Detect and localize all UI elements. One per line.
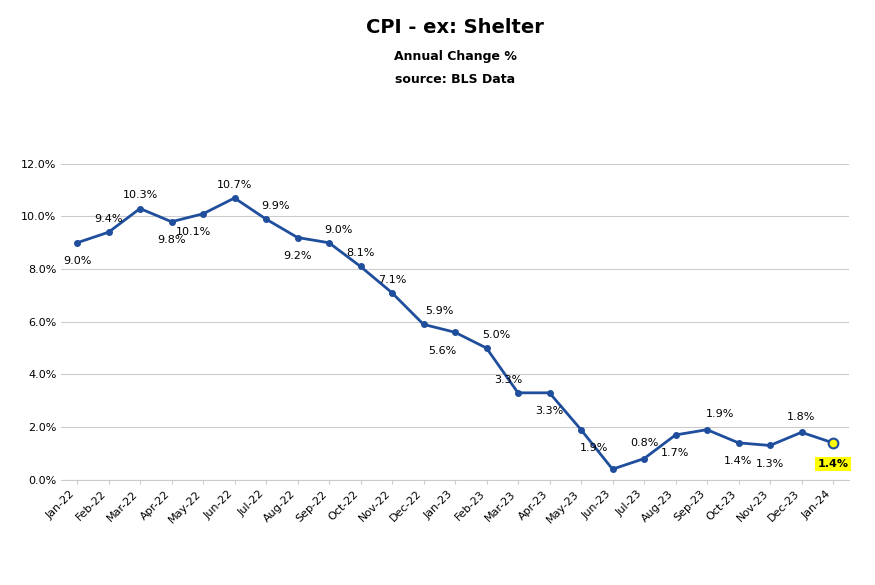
- Text: 10.3%: 10.3%: [123, 190, 158, 201]
- Text: 10.1%: 10.1%: [176, 227, 211, 238]
- Text: source: BLS Data: source: BLS Data: [395, 73, 515, 86]
- Text: 9.4%: 9.4%: [94, 214, 123, 224]
- Text: 1.9%: 1.9%: [579, 443, 608, 453]
- Text: 1.3%: 1.3%: [756, 459, 784, 469]
- Text: Annual Change %: Annual Change %: [394, 50, 516, 63]
- Text: 1.7%: 1.7%: [662, 448, 690, 459]
- Text: 5.9%: 5.9%: [425, 306, 453, 316]
- Text: 5.6%: 5.6%: [428, 346, 457, 356]
- Text: 7.1%: 7.1%: [378, 274, 406, 285]
- Text: CPI - ex: Shelter: CPI - ex: Shelter: [366, 18, 544, 36]
- Text: 0.4%: 0.4%: [0, 584, 1, 585]
- Text: 9.0%: 9.0%: [325, 225, 353, 235]
- Text: 10.7%: 10.7%: [217, 180, 252, 190]
- Text: 1.8%: 1.8%: [788, 411, 816, 422]
- Text: 8.1%: 8.1%: [346, 248, 374, 259]
- Text: 9.9%: 9.9%: [262, 201, 290, 211]
- Text: 1.4%: 1.4%: [817, 459, 849, 469]
- Text: 9.8%: 9.8%: [158, 235, 186, 245]
- Text: 1.4%: 1.4%: [724, 456, 752, 466]
- Text: 3.3%: 3.3%: [536, 406, 564, 417]
- Text: 3.3%: 3.3%: [494, 374, 522, 385]
- Text: 5.0%: 5.0%: [482, 330, 510, 340]
- Text: 0.8%: 0.8%: [630, 438, 658, 448]
- Text: 1.9%: 1.9%: [705, 409, 734, 419]
- Text: 9.0%: 9.0%: [63, 256, 91, 266]
- Text: 9.2%: 9.2%: [284, 251, 312, 261]
